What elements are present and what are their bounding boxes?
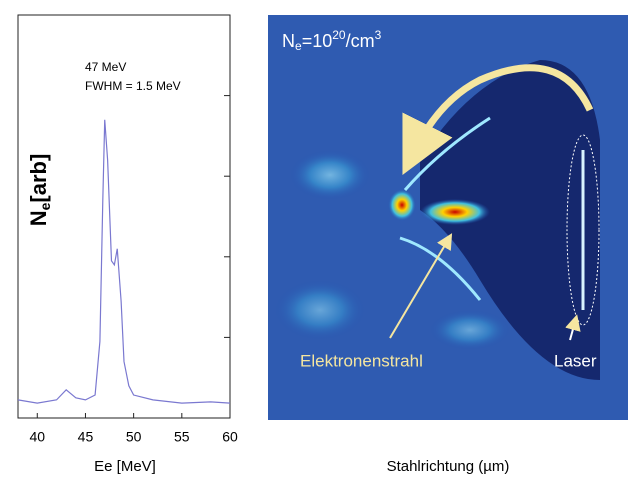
simulation-image: Ne=1020/cm3 Elektronenstrahl Laser Stahl… [268, 15, 628, 475]
annotation: 47 MeV [85, 60, 126, 74]
density-main: N [282, 31, 295, 51]
density-patch [290, 150, 370, 200]
plot-frame [17, 14, 231, 419]
electron-beam [420, 199, 490, 225]
x-tick-label: 55 [174, 429, 190, 445]
image-x-label: Stahlrichtung (µm) [387, 458, 510, 475]
density-sup: 20 [332, 28, 346, 42]
bubble [420, 60, 600, 380]
x-tick-label: 40 [29, 429, 45, 445]
y-label-rest: [arb] [26, 154, 51, 203]
y-label-main: N [26, 210, 51, 226]
x-tick-label: 60 [222, 429, 238, 445]
laser-arrow [565, 314, 581, 341]
y-axis-label: Ne[arb] [26, 154, 53, 227]
motion-arrow [402, 64, 594, 176]
x-tick-label: 45 [78, 429, 94, 445]
density-eq: =10 [302, 31, 333, 51]
density-sub: e [295, 39, 302, 53]
density-label: Ne=1020/cm3 [282, 28, 382, 53]
density-sup2: 3 [375, 28, 382, 42]
laser-outline [566, 134, 600, 326]
y-label-sub: e [37, 202, 53, 210]
spectrum-chart: 47 MeV FWHM = 1.5 MeV Ne[arb] Ee [MeV] 4… [17, 14, 238, 475]
density-spike [399, 236, 482, 301]
spectrum-line [17, 119, 231, 404]
x-tick-label: 50 [126, 429, 142, 445]
hot-spot [388, 189, 416, 221]
density-patch [430, 310, 510, 350]
density-patch [275, 280, 365, 340]
density-unit: /cm [346, 31, 375, 51]
x-axis-label: Ee [MeV] [94, 458, 156, 475]
annotation: FWHM = 1.5 MeV [85, 79, 181, 93]
beam-label: Elektronenstrahl [300, 351, 423, 370]
laser-label: Laser [554, 351, 597, 370]
beam-arrow [389, 233, 453, 339]
